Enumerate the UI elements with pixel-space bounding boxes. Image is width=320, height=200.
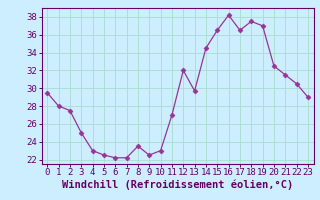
- X-axis label: Windchill (Refroidissement éolien,°C): Windchill (Refroidissement éolien,°C): [62, 180, 293, 190]
